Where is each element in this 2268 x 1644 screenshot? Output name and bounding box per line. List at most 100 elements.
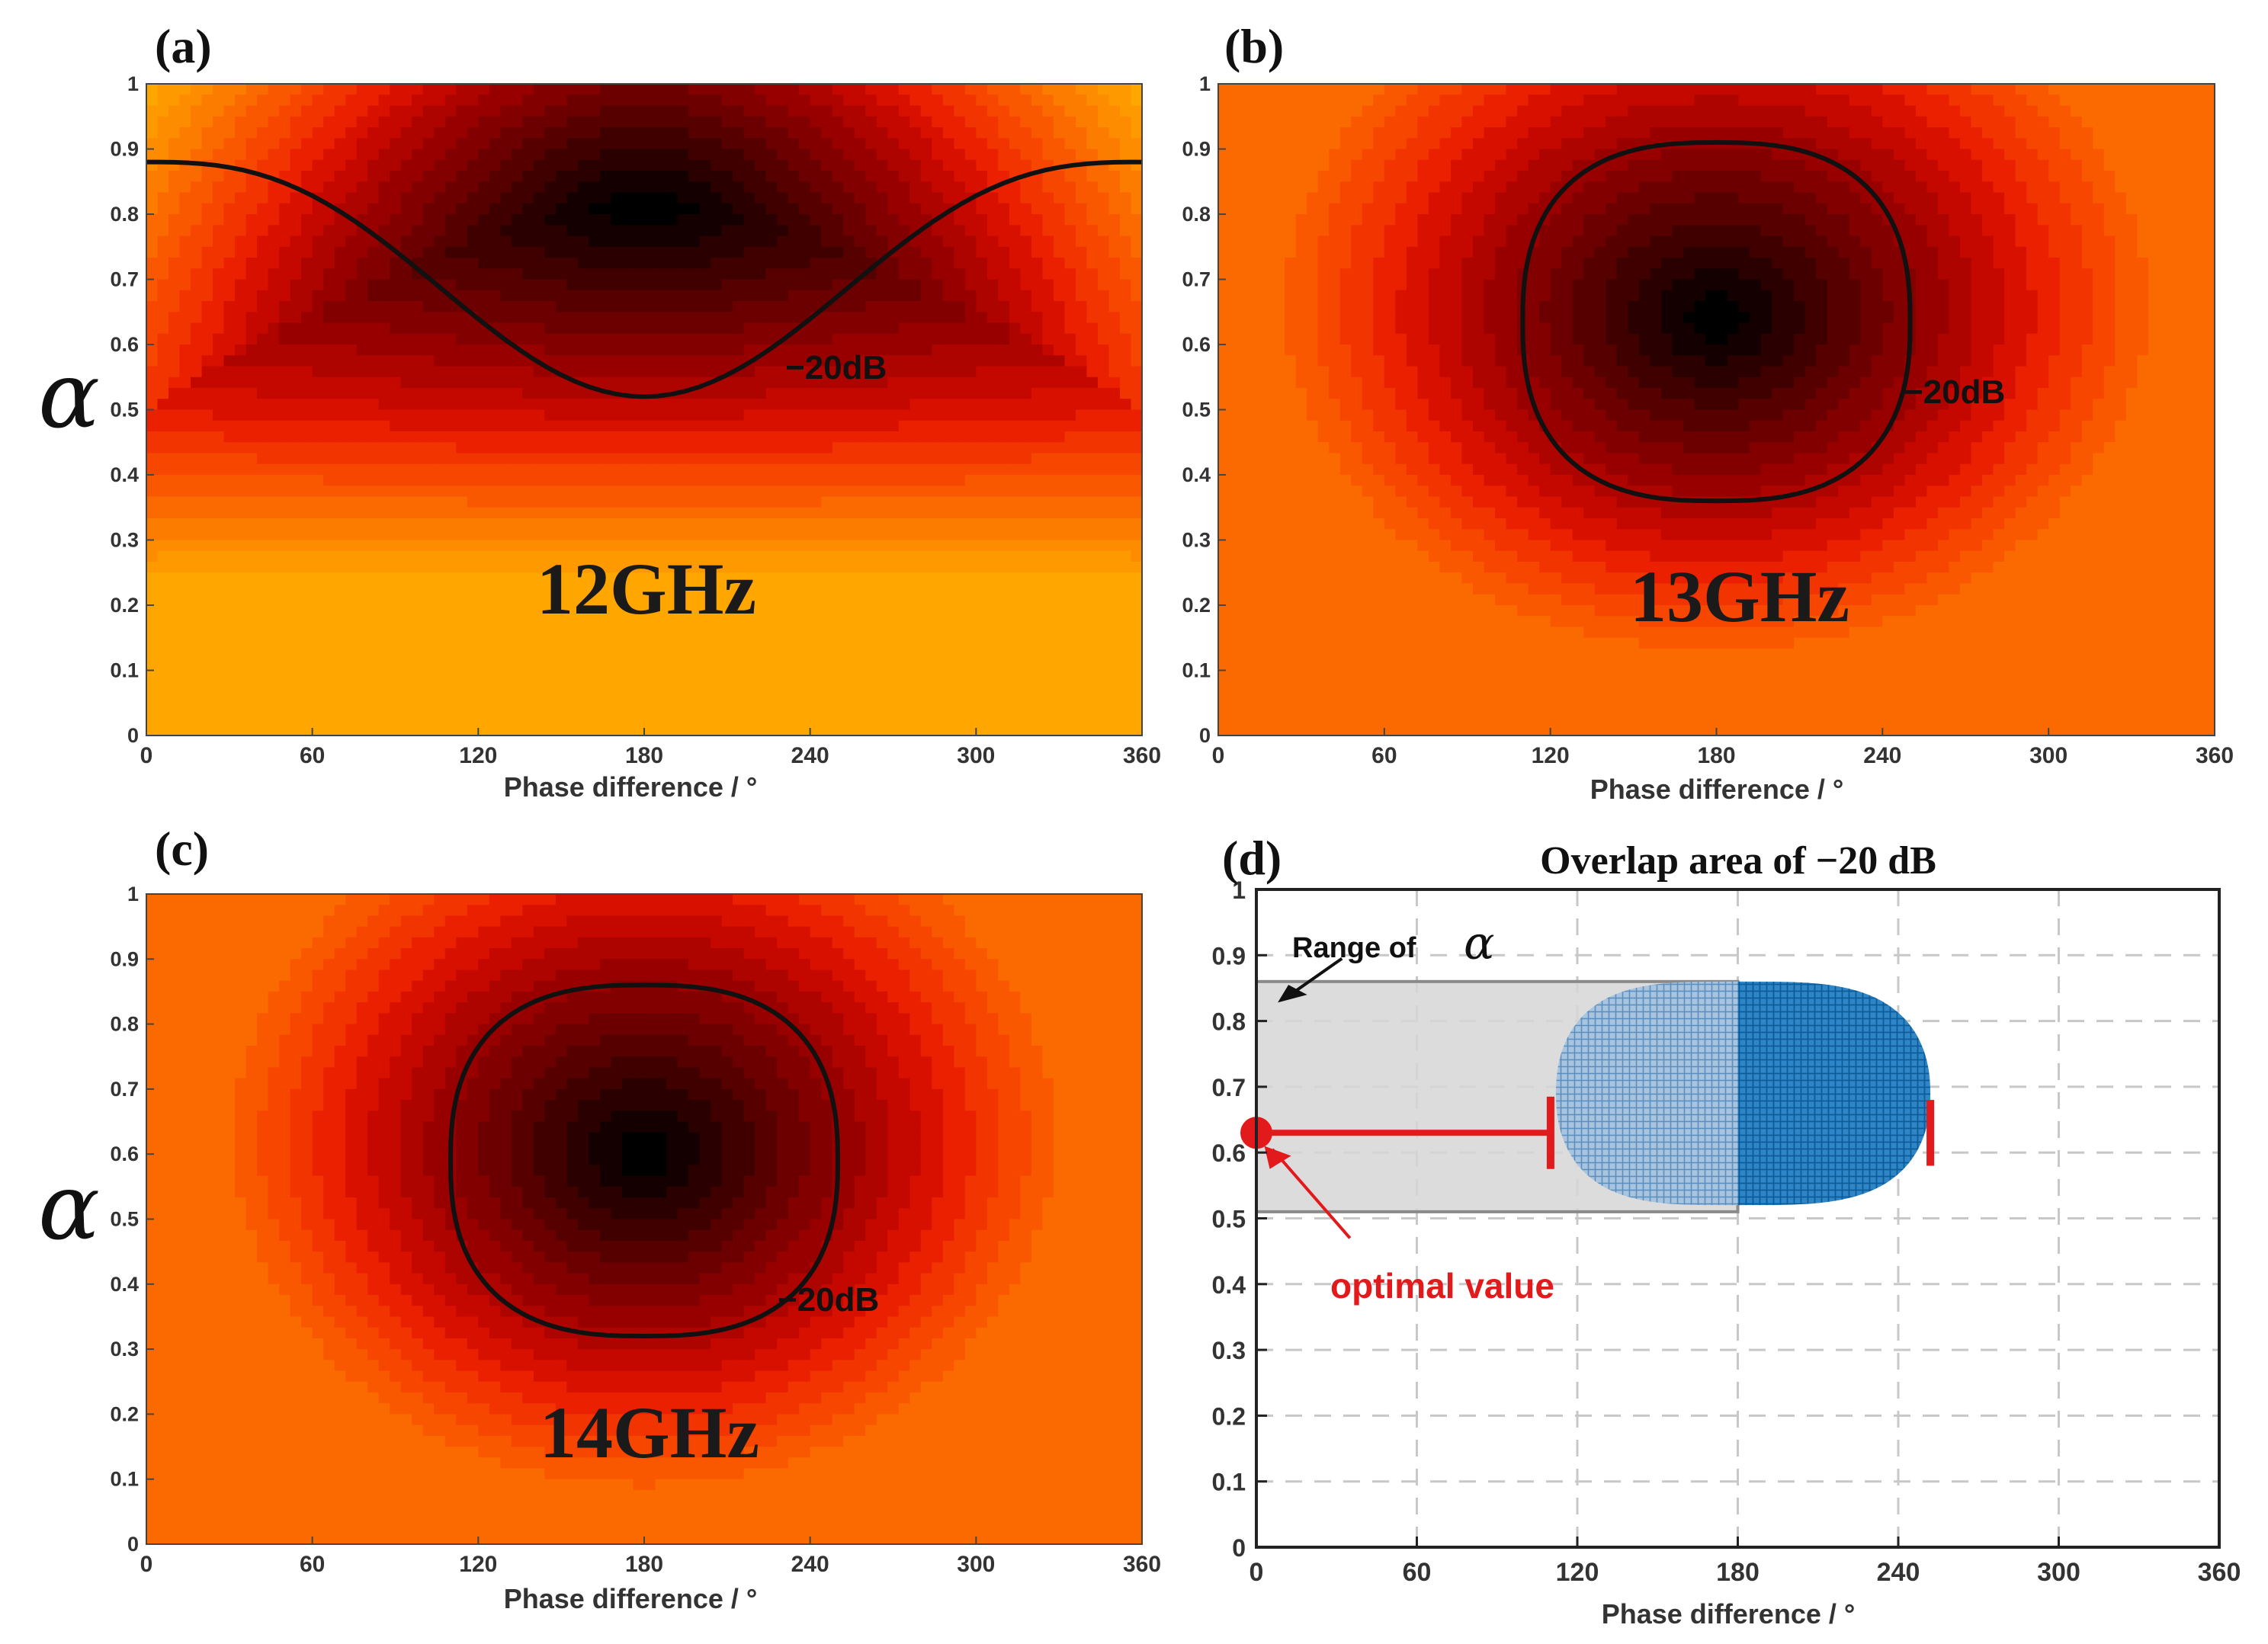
contour-cell: [245, 463, 258, 476]
contour-cell: [456, 366, 468, 378]
contour-cell: [1042, 258, 1054, 269]
contour-cell: [832, 670, 844, 682]
contour-cell: [577, 681, 590, 693]
contour-cell: [666, 463, 678, 476]
contour-cell: [1131, 605, 1142, 617]
contour-cell: [268, 214, 280, 226]
contour-cell: [644, 518, 656, 530]
contour-cell: [323, 562, 335, 573]
contour-cell: [157, 649, 169, 660]
contour-cell: [390, 95, 402, 107]
contour-cell: [920, 529, 932, 541]
contour-cell: [412, 681, 424, 693]
contour-cell: [1119, 649, 1132, 660]
contour-cell: [688, 637, 701, 649]
contour-cell: [522, 529, 534, 541]
contour-cell: [1031, 649, 1043, 660]
contour-cell: [412, 159, 424, 171]
contour-cell: [179, 333, 191, 345]
contour-cell: [290, 670, 302, 682]
contour-cell: [821, 442, 833, 454]
contour-cell: [489, 290, 501, 302]
contour-cell: [191, 475, 203, 486]
contour-cell: [1075, 279, 1088, 291]
contour-cell: [854, 214, 866, 226]
contour-cell: [245, 409, 258, 421]
contour-cell: [755, 127, 767, 139]
contour-cell: [290, 290, 302, 302]
contour-cell: [201, 659, 213, 671]
contour-cell: [444, 214, 457, 226]
contour-cell: [444, 84, 457, 95]
contour-cell: [898, 301, 910, 312]
contour-cell: [566, 475, 579, 486]
contour-cell: [1053, 181, 1066, 194]
contour-cell: [146, 583, 159, 595]
contour-cell: [743, 605, 755, 617]
contour-cell: [489, 583, 501, 595]
contour-cell: [489, 605, 501, 617]
contour-cell: [865, 529, 877, 541]
contour-cell: [954, 127, 966, 139]
contour-cell: [1108, 550, 1121, 562]
contour-cell: [1064, 301, 1076, 312]
contour-cell: [920, 333, 932, 345]
contour-cell: [456, 550, 468, 562]
contour-cell: [223, 301, 236, 312]
contour-cell: [1075, 116, 1088, 128]
contour-cell: [854, 594, 866, 606]
contour-cell: [279, 420, 291, 432]
contour-cell: [400, 279, 412, 291]
contour-cell: [1097, 442, 1110, 454]
contour-cell: [832, 149, 844, 161]
contour-cell: [1053, 453, 1066, 465]
contour-cell: [577, 127, 590, 139]
contour-cell: [810, 84, 822, 95]
contour-cell: [1131, 345, 1142, 356]
contour-cell: [644, 486, 656, 498]
contour-cell: [400, 322, 412, 335]
contour-cell: [920, 279, 932, 291]
contour-cell: [168, 627, 181, 639]
contour-cell: [390, 409, 402, 421]
contour-cell: [279, 605, 291, 617]
contour-cell: [345, 540, 358, 552]
contour-cell: [544, 507, 557, 519]
contour-cell: [533, 159, 545, 171]
contour-cell: [223, 409, 236, 421]
contour-cell: [843, 529, 855, 541]
contour-cell: [290, 420, 302, 432]
contour-cell: [976, 583, 988, 595]
contour-cell: [865, 290, 877, 302]
contour-cell: [621, 366, 634, 378]
contour-cell: [301, 659, 313, 671]
contour-cell: [976, 258, 988, 269]
contour-cell: [621, 463, 634, 476]
contour-cell: [1020, 312, 1032, 324]
contour-cell: [257, 322, 269, 335]
contour-cell: [954, 105, 966, 117]
contour-cell: [1020, 637, 1032, 649]
contour-cell: [1075, 486, 1088, 498]
contour-cell: [711, 605, 723, 617]
contour-cell: [942, 322, 954, 335]
contour-cell: [1009, 258, 1021, 269]
contour-cell: [633, 649, 645, 660]
contour-cell: [191, 540, 203, 552]
contour-cell: [799, 366, 811, 378]
contour-cell: [179, 496, 191, 508]
contour-cell: [1064, 127, 1076, 139]
contour-cell: [865, 149, 877, 161]
contour-cell: [986, 529, 999, 541]
contour-cell: [390, 214, 402, 226]
contour-cell: [467, 594, 479, 606]
contour-cell: [765, 290, 778, 302]
contour-cell: [279, 192, 291, 204]
contour-cell: [1119, 529, 1132, 541]
contour-cell: [367, 345, 380, 356]
contour-cell: [257, 540, 269, 552]
contour-cell: [223, 627, 236, 639]
contour-cell: [765, 333, 778, 345]
contour-cell: [699, 171, 711, 182]
contour-cell: [566, 486, 579, 498]
